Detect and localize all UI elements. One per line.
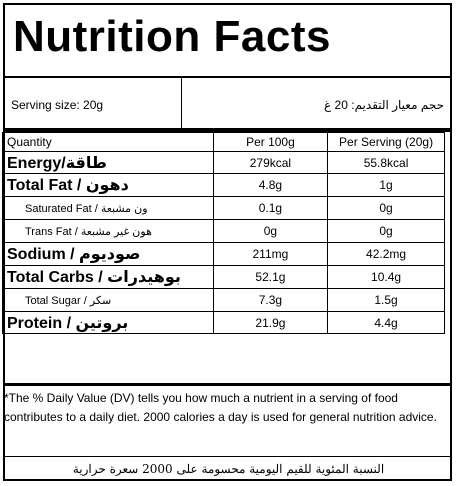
row-per-serving: 10.4g	[327, 265, 445, 289]
footnote-divider	[3, 456, 452, 457]
table-bottom-rule	[3, 383, 452, 386]
row-per100: 0g	[212, 219, 329, 243]
title-divider	[5, 76, 450, 78]
row-label: Saturated Fat / ون مشبعة	[2, 196, 214, 220]
row-label: Total Carbs / بوهيدرات	[2, 265, 214, 289]
table-row-sodium: Sodium / صوديوم 211mg 42.2mg	[2, 242, 445, 266]
column-header-per100: Per 100g	[212, 132, 329, 152]
row-per100: 0.1g	[212, 196, 329, 220]
table-row-energy: Energy/طاقة 279kcal 55.8kcal	[2, 151, 445, 174]
table-row-total-fat: Total Fat / دهون 4.8g 1g	[2, 173, 445, 197]
table-row-total-carbs: Total Carbs / بوهيدرات 52.1g 10.4g	[2, 265, 445, 289]
row-label: Sodium / صوديوم	[2, 242, 214, 266]
row-per-serving: 42.2mg	[327, 242, 445, 266]
serving-divider	[181, 78, 182, 128]
table-row-protein: Protein / بروتين 21.9g 4.4g	[2, 311, 445, 334]
row-per-serving: 0g	[327, 196, 445, 220]
serving-bottom-rule	[5, 128, 450, 132]
label-title: Nutrition Facts	[13, 12, 331, 61]
row-per100: 7.3g	[212, 288, 329, 312]
daily-value-footnote-arabic: النسبة المئوية للقيم اليومية محسومة على …	[72, 462, 385, 476]
serving-size-ar: حجم معيار التقديم: 20 غ	[324, 98, 444, 112]
table-row-total-sugar: Total Sugar / سكر 7.3g 1.5g	[2, 288, 445, 312]
row-per100: 21.9g	[212, 311, 329, 334]
row-label: Total Fat / دهون	[2, 173, 214, 197]
serving-size-en: Serving size: 20g	[11, 98, 104, 112]
table-header-row: Quantity Per 100g Per Serving (20g)	[2, 132, 445, 152]
table-row-saturated-fat: Saturated Fat / ون مشبعة 0.1g 0g	[2, 196, 445, 220]
row-per100: 279kcal	[212, 151, 329, 174]
daily-value-footnote: *The % Daily Value (DV) tells you how mu…	[4, 391, 437, 424]
row-per-serving: 4.4g	[327, 311, 445, 334]
row-per100: 211mg	[212, 242, 329, 266]
row-label: Protein / بروتين	[2, 311, 214, 334]
row-label: Total Sugar / سكر	[2, 288, 214, 312]
row-per-serving: 1g	[327, 173, 445, 197]
row-per-serving: 1.5g	[327, 288, 445, 312]
column-header-quantity: Quantity	[2, 132, 214, 152]
row-per-serving: 55.8kcal	[327, 151, 445, 174]
table-row-trans-fat: Trans Fat / هون غير مشبعة 0g 0g	[2, 219, 445, 243]
row-per100: 4.8g	[212, 173, 329, 197]
row-per-serving: 0g	[327, 219, 445, 243]
nutrition-table: Quantity Per 100g Per Serving (20g) Ener…	[2, 132, 445, 334]
row-label: Energy/طاقة	[2, 151, 214, 174]
row-label: Trans Fat / هون غير مشبعة	[2, 219, 214, 243]
row-per100: 52.1g	[212, 265, 329, 289]
column-header-per-serving: Per Serving (20g)	[327, 132, 445, 152]
